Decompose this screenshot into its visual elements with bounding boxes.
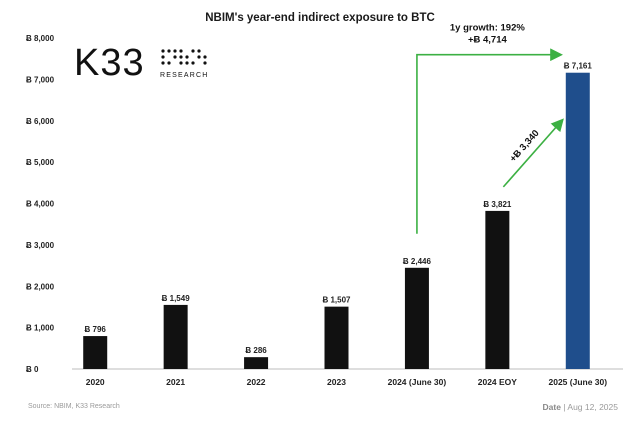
date-value: | Aug 12, 2025 [563,402,618,412]
y-tick-label: Ƀ 8,000 [26,34,55,43]
x-tick-label: 2023 [327,377,346,387]
y-tick-label: Ƀ 6,000 [26,117,55,126]
x-tick-label: 2020 [86,377,105,387]
bar-value-label: Ƀ 3,821 [483,200,512,209]
eoy-growth-arrow [502,118,564,188]
bar-value-label: Ƀ 2,446 [403,257,432,266]
bar [83,336,108,369]
x-tick-label: 2022 [247,377,266,387]
bar [244,357,269,369]
y-tick-label: Ƀ 2,000 [26,282,55,291]
y-tick-label: Ƀ 5,000 [26,158,55,167]
growth-annotation-line1: 1y growth: 192% [450,23,526,34]
logo-wordmark: K33 [74,42,145,84]
y-tick-label: Ƀ 4,000 [26,200,55,209]
eoy-growth-annotation: +Ƀ 3,340 [508,128,542,164]
bar [163,304,188,369]
x-tick-label: 2024 EOY [478,377,518,387]
bar-value-label: Ƀ 1,507 [322,296,351,305]
bar [565,72,590,369]
growth-arrow [416,48,563,234]
bar-chart: Ƀ 0 Ƀ 1,000 Ƀ 2,000 Ƀ 3,000 Ƀ 4,000 Ƀ 5,000 Ƀ … [26,23,623,387]
x-tick-label: 2024 (June 30) [388,377,447,387]
date-note: Date | Aug 12, 2025 [543,402,619,412]
y-tick-label: Ƀ 3,000 [26,241,55,250]
bar-value-label: Ƀ 1,549 [162,294,191,303]
bar [404,267,429,369]
x-tick-label: 2025 (June 30) [548,377,607,387]
y-tick-label: Ƀ 0 [26,365,39,374]
date-label: Date [542,402,561,412]
bar [485,210,510,369]
logo-dot-grid-icon [161,49,207,65]
y-tick-label: Ƀ 7,000 [26,75,55,84]
bar-value-label: Ƀ 796 [85,325,107,334]
logo-subtitle: RESEARCH [160,72,209,79]
source-note: Source: NBIM, K33 Research [28,403,120,410]
bar-value-label: Ƀ 286 [245,346,267,355]
x-tick-label: 2021 [166,377,185,387]
growth-annotation-line2: +Ƀ 4,714 [468,35,508,46]
chart-title: NBIM's year-end indirect exposure to BTC [205,12,435,24]
y-tick-label: Ƀ 1,000 [26,324,55,333]
k33-research-logo: K33 RESEARCH [74,42,207,84]
bar [324,306,349,369]
bar-value-label: Ƀ 7,161 [564,62,593,71]
